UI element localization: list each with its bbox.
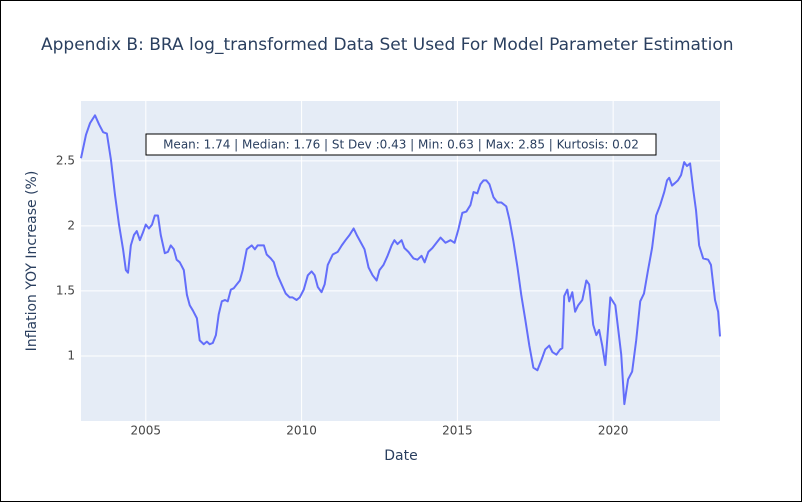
y-axis-label: Inflation YOY Increase (%) bbox=[24, 171, 40, 352]
x-tick-label: 2010 bbox=[286, 424, 317, 438]
annotation-box bbox=[145, 133, 657, 156]
x-axis-label: Date bbox=[384, 448, 417, 464]
chart-title: Appendix B: BRA log_transformed Data Set… bbox=[41, 35, 734, 55]
y-tick-label: 1.5 bbox=[56, 283, 75, 297]
x-tick-label: 2020 bbox=[598, 424, 629, 438]
marks bbox=[80, 114, 721, 406]
annotation: Mean: 1.74 | Median: 1.76 | St Dev :0.43… bbox=[163, 138, 639, 152]
data-line bbox=[80, 114, 721, 406]
y-tick-label: 1 bbox=[67, 348, 75, 362]
x-tick-label: 2015 bbox=[442, 424, 473, 438]
y-tick-label: 2.5 bbox=[56, 153, 75, 167]
y-tick-label: 2 bbox=[67, 218, 75, 232]
x-tick-label: 2005 bbox=[131, 424, 162, 438]
